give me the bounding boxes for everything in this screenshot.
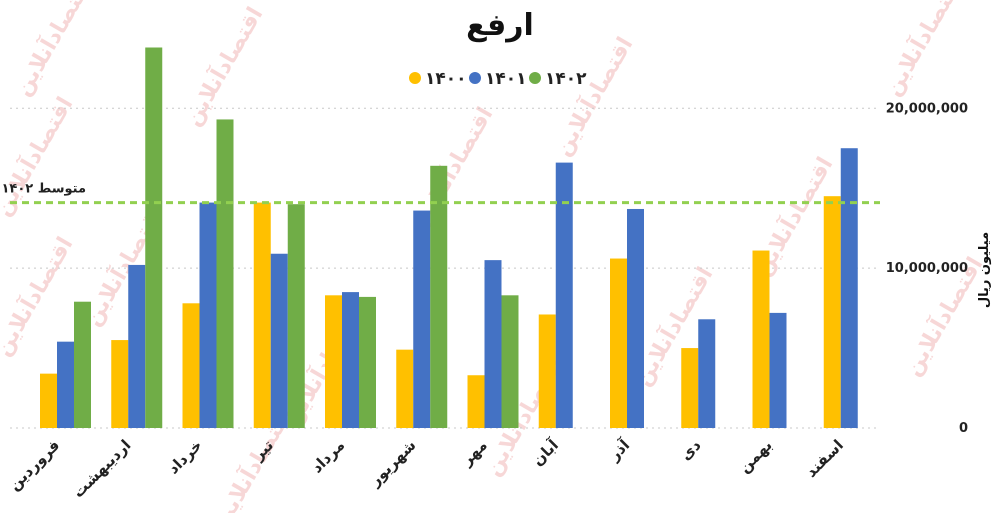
x-tick-label: آذر xyxy=(605,436,634,465)
bar xyxy=(484,260,502,428)
x-tick-label: شهریور xyxy=(365,436,419,490)
y-axis-label: میلیون ریال xyxy=(977,232,992,308)
bar xyxy=(501,295,519,428)
bar xyxy=(610,258,627,428)
bar xyxy=(199,202,217,428)
watermark-text: اقتصادآنلاین xyxy=(0,232,78,361)
bar xyxy=(413,210,431,428)
bar xyxy=(40,373,57,428)
x-tick-label: دی xyxy=(677,436,705,464)
legend-marker xyxy=(409,72,421,84)
bar xyxy=(74,301,91,428)
bar xyxy=(359,296,376,428)
x-tick-label: خرداد xyxy=(164,436,205,477)
bar xyxy=(325,295,342,428)
chart-title: ارفع xyxy=(466,8,534,43)
legend: ۱۴۰۰ ۱۴۰۱ ۱۴۰۲ xyxy=(409,69,587,89)
legend-label: ۱۴۰۱ xyxy=(485,69,527,89)
bar xyxy=(253,202,271,428)
watermark-text: اقتصادآنلاین xyxy=(548,32,639,161)
bars xyxy=(40,47,858,429)
legend-marker xyxy=(529,72,541,84)
bar xyxy=(752,250,770,428)
watermark-text: اقتصادآنلاین xyxy=(8,0,99,100)
bar xyxy=(698,319,716,428)
bar xyxy=(216,119,234,428)
x-tick-label: بهمن xyxy=(735,436,775,476)
bar xyxy=(111,340,129,428)
bar xyxy=(396,349,414,428)
bar xyxy=(840,148,858,428)
x-tick-label: اسفند xyxy=(802,436,847,481)
x-tick-label: مرداد xyxy=(308,436,348,476)
y-ticks: 0 10,000,000 20,000,000 xyxy=(886,101,968,436)
bar xyxy=(823,196,841,428)
legend-label: ۱۴۰۰ xyxy=(425,69,467,89)
bar xyxy=(627,208,644,428)
x-tick-label: آبان xyxy=(529,436,563,470)
y-tick-label: 10,000,000 xyxy=(886,261,968,276)
bar xyxy=(342,292,359,428)
bar xyxy=(287,204,305,428)
x-tick-label: اردیبهشت xyxy=(69,436,134,501)
average-line-group: متوسط ۱۴۰۲ xyxy=(2,182,880,205)
watermark-text: اقتصادآنلاین xyxy=(178,2,269,131)
bar xyxy=(57,341,74,428)
average-line-label: متوسط ۱۴۰۲ xyxy=(2,182,87,197)
bar xyxy=(430,165,448,428)
legend-label: ۱۴۰۲ xyxy=(545,69,587,89)
x-tick-labels: فروردین اردیبهشت خرداد تیر مرداد شهریور مهر آبا… xyxy=(5,436,847,502)
bar xyxy=(538,314,556,428)
bar xyxy=(681,348,699,428)
bar xyxy=(555,162,573,429)
y-tick-label: 20,000,000 xyxy=(886,101,968,116)
bar xyxy=(128,264,146,428)
watermark-text: اقتصادآنلاین xyxy=(878,0,969,100)
bar xyxy=(145,47,163,429)
bar xyxy=(769,312,787,428)
y-tick-label: 0 xyxy=(959,421,968,436)
bar xyxy=(467,375,485,428)
bar xyxy=(182,303,200,428)
legend-marker xyxy=(469,72,481,84)
x-tick-label: فروردین xyxy=(5,436,63,494)
bar xyxy=(270,253,288,428)
